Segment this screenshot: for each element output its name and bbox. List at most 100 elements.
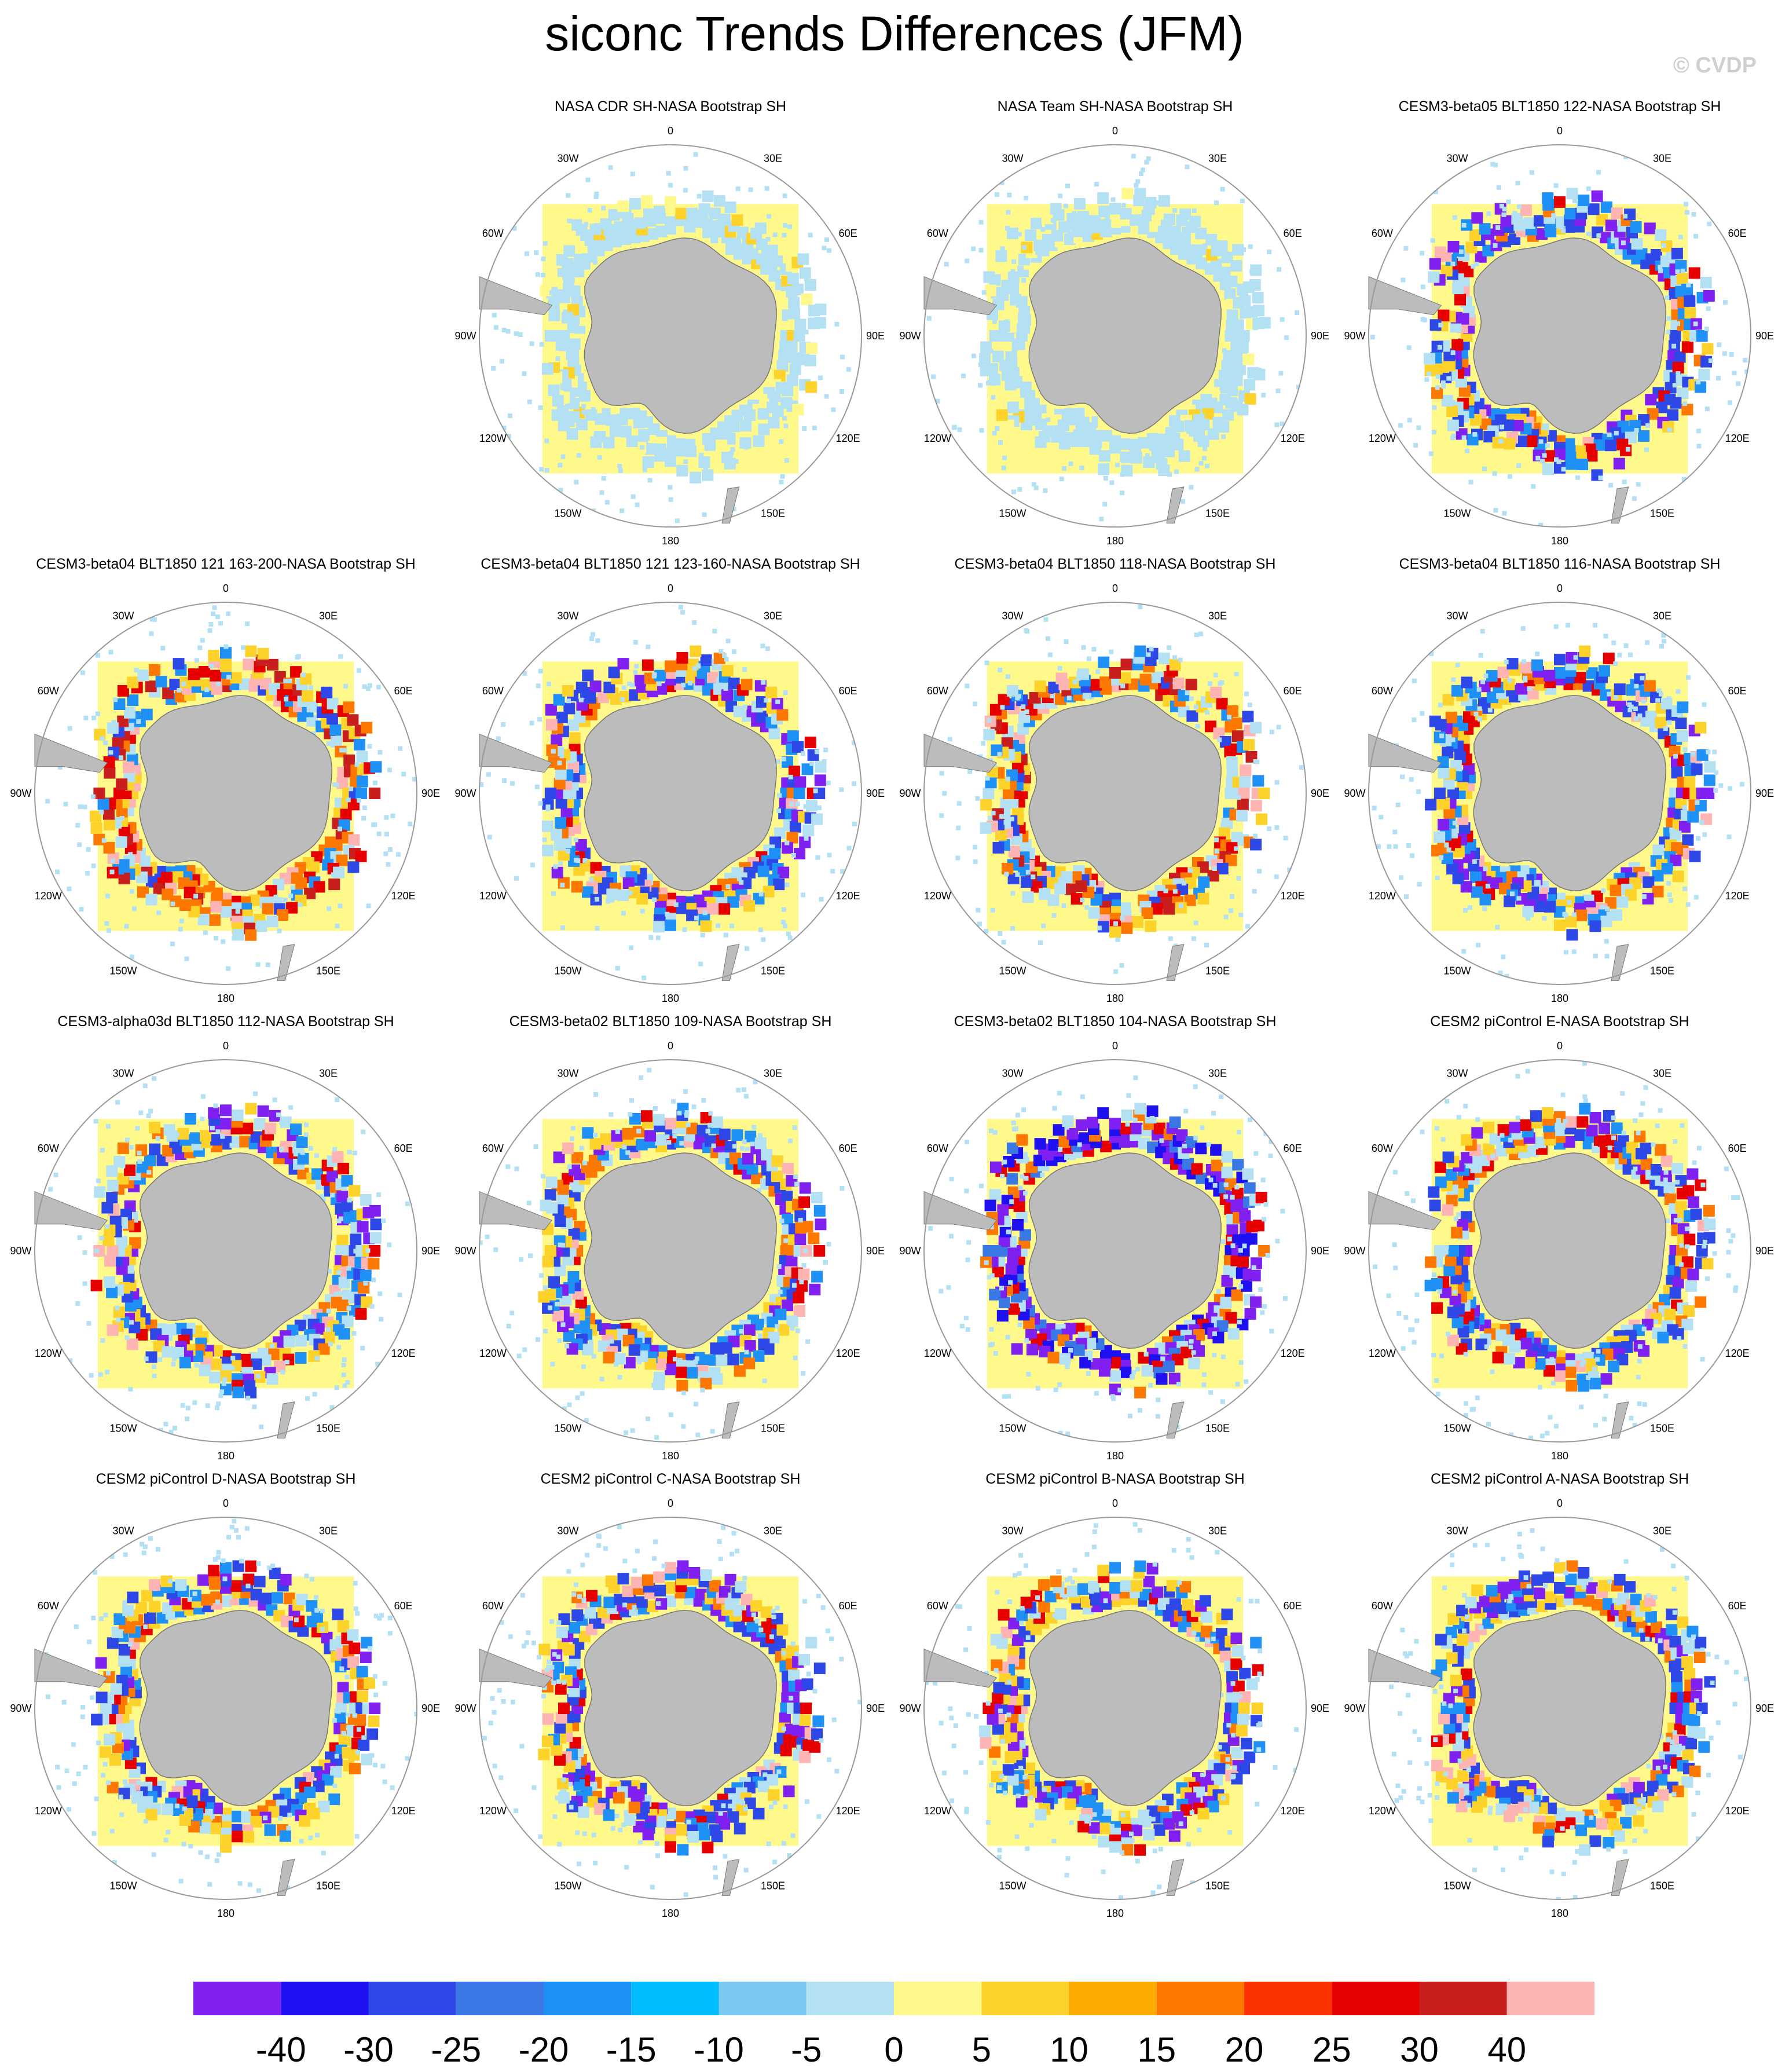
grid-cell <box>219 1389 225 1394</box>
grid-cell <box>654 669 666 682</box>
grid-cell <box>1047 894 1060 906</box>
grid-cell <box>1712 1251 1717 1256</box>
grid-cell <box>1267 249 1272 254</box>
grid-cell <box>152 1076 157 1081</box>
grid-cell <box>1167 472 1172 477</box>
grid-cell <box>1179 208 1192 221</box>
grid-cell <box>775 759 780 764</box>
grid-cell <box>259 1119 265 1124</box>
grid-cell <box>95 653 100 658</box>
grid-cell <box>939 813 944 818</box>
grid-cell <box>1064 639 1069 645</box>
grid-cell <box>751 1172 763 1184</box>
grid-cell <box>200 1094 206 1099</box>
grid-cell <box>1029 692 1041 704</box>
grid-cell <box>665 216 676 228</box>
grid-cell <box>1151 448 1156 453</box>
grid-cell <box>529 341 534 346</box>
grid-cell <box>1527 686 1532 691</box>
grid-cell <box>1680 268 1685 273</box>
grid-cell <box>1214 848 1219 854</box>
grid-cell <box>782 1299 794 1312</box>
grid-cell <box>625 1150 630 1155</box>
grid-cell <box>1141 907 1153 919</box>
grid-cell <box>1453 845 1465 858</box>
longitude-label: 30E <box>1653 610 1671 621</box>
grid-cell <box>1152 671 1163 683</box>
grid-cell <box>668 182 673 188</box>
grid-cell <box>184 887 196 899</box>
grid-cell <box>115 1100 120 1105</box>
grid-cell <box>270 1343 274 1349</box>
grid-cell <box>1531 659 1543 671</box>
grid-cell <box>823 1260 828 1265</box>
grid-cell <box>981 741 985 746</box>
longitude-label: 120W <box>479 890 507 902</box>
grid-cell <box>732 1144 737 1149</box>
grid-cell <box>547 682 552 687</box>
grid-cell <box>288 893 294 898</box>
longitude-label: 0 <box>668 583 673 594</box>
grid-cell <box>1479 894 1491 906</box>
grid-cell <box>118 873 130 885</box>
grid-cell <box>144 1154 156 1166</box>
grid-cell <box>103 841 115 854</box>
grid-cell <box>730 447 735 452</box>
grid-cell <box>1431 844 1443 856</box>
grid-cell <box>360 1269 372 1282</box>
grid-cell <box>1520 204 1532 216</box>
grid-cell <box>1223 1194 1229 1199</box>
grid-cell <box>1557 225 1563 230</box>
grid-cell <box>584 222 589 227</box>
longitude-label: 90E <box>1311 1245 1329 1257</box>
grid-cell <box>784 840 790 845</box>
grid-cell <box>1420 317 1425 322</box>
grid-cell <box>782 416 787 421</box>
grid-cell <box>327 698 339 710</box>
grid-cell <box>220 1104 232 1116</box>
grid-cell <box>351 1331 357 1336</box>
grid-cell <box>1492 1352 1504 1364</box>
grid-cell <box>790 1326 795 1331</box>
grid-cell <box>615 1129 620 1134</box>
grid-cell <box>1671 1162 1683 1174</box>
grid-cell <box>560 1322 566 1327</box>
grid-cell <box>681 1424 686 1429</box>
grid-cell <box>185 1405 190 1411</box>
grid-cell <box>702 190 714 202</box>
grid-cell <box>347 799 360 811</box>
grid-cell <box>787 730 799 742</box>
grid-cell <box>1596 214 1608 226</box>
grid-cell <box>535 272 540 277</box>
grid-cell <box>1024 709 1029 715</box>
grid-cell <box>296 1594 308 1606</box>
grid-cell <box>1681 1319 1693 1331</box>
grid-cell <box>1643 876 1655 888</box>
grid-cell <box>1065 184 1070 188</box>
grid-cell <box>1011 1121 1016 1126</box>
grid-cell <box>1446 847 1451 852</box>
grid-cell <box>1141 167 1145 173</box>
grid-cell <box>372 822 377 827</box>
grid-cell <box>356 668 361 673</box>
grid-cell <box>1634 716 1638 721</box>
grid-cell <box>1637 1401 1642 1406</box>
grid-cell <box>551 734 563 746</box>
grid-cell <box>356 775 368 788</box>
grid-cell <box>1237 375 1242 380</box>
grid-cell <box>823 748 828 752</box>
grid-cell <box>804 330 809 335</box>
longitude-label: 30W <box>1446 152 1468 164</box>
grid-cell <box>356 1690 368 1703</box>
grid-cell <box>551 829 563 841</box>
grid-cell <box>327 1269 332 1274</box>
grid-cell <box>1219 1094 1224 1099</box>
grid-cell <box>548 309 560 321</box>
grid-cell <box>179 899 191 911</box>
grid-cell <box>230 1366 235 1371</box>
grid-cell <box>1656 401 1668 413</box>
grid-cell <box>1144 160 1149 165</box>
grid-cell <box>762 885 775 898</box>
grid-cell <box>622 877 635 889</box>
grid-cell <box>1681 477 1687 482</box>
